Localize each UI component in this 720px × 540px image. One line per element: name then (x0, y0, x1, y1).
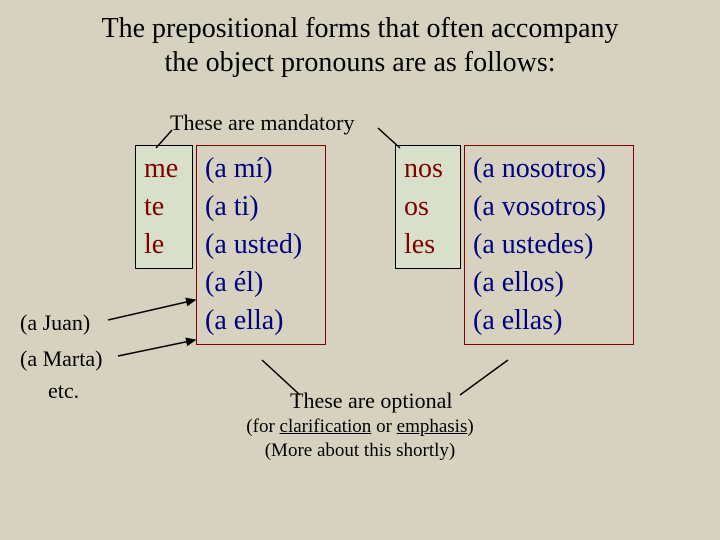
footnote-2: (More about this shortly) (0, 440, 720, 462)
pronoun-les: les (404, 226, 452, 264)
phrase-a-ella: (a ella) (205, 302, 317, 340)
example-etc: etc. (48, 378, 79, 404)
footnote-prefix: (for (246, 416, 279, 437)
phrase-a-ellos: (a ellos) (473, 264, 625, 302)
pronoun-os: os (404, 188, 452, 226)
title-line2: the object pronouns are as follows: (164, 47, 555, 78)
slide-title: The prepositional forms that often accom… (0, 0, 720, 85)
footnote-emphasis: emphasis (397, 416, 468, 437)
phrase-a-vosotros: (a vosotros) (473, 188, 625, 226)
pronoun-me: me (144, 150, 184, 188)
left-pronoun-box: me te le (135, 145, 193, 269)
pronoun-nos: nos (404, 150, 452, 188)
footnote-clarification: clarification (280, 416, 372, 437)
phrase-a-ellas: (a ellas) (473, 302, 625, 340)
pronoun-le: le (144, 226, 184, 264)
optional-label: These are optional (290, 388, 453, 414)
mandatory-label: These are mandatory (170, 110, 354, 136)
footnote-1: (for clarification or emphasis) (0, 416, 720, 438)
phrase-a-nosotros: (a nosotros) (473, 150, 625, 188)
right-pronoun-box: nos os les (395, 145, 461, 269)
left-phrase-box: (a mí) (a ti) (a usted) (a él) (a ella) (196, 145, 326, 345)
example-a-marta: (a Marta) (20, 346, 102, 372)
pronoun-te: te (144, 188, 184, 226)
phrase-a-mi: (a mí) (205, 150, 317, 188)
footnote-mid: or (371, 416, 396, 437)
footnote-suffix: ) (467, 416, 473, 437)
right-phrase-box: (a nosotros) (a vosotros) (a ustedes) (a… (464, 145, 634, 345)
phrase-a-usted: (a usted) (205, 226, 317, 264)
phrase-a-el: (a él) (205, 264, 317, 302)
phrase-a-ustedes: (a ustedes) (473, 226, 625, 264)
phrase-a-ti: (a ti) (205, 188, 317, 226)
example-a-juan: (a Juan) (20, 310, 90, 336)
title-line1: The prepositional forms that often accom… (101, 13, 618, 44)
